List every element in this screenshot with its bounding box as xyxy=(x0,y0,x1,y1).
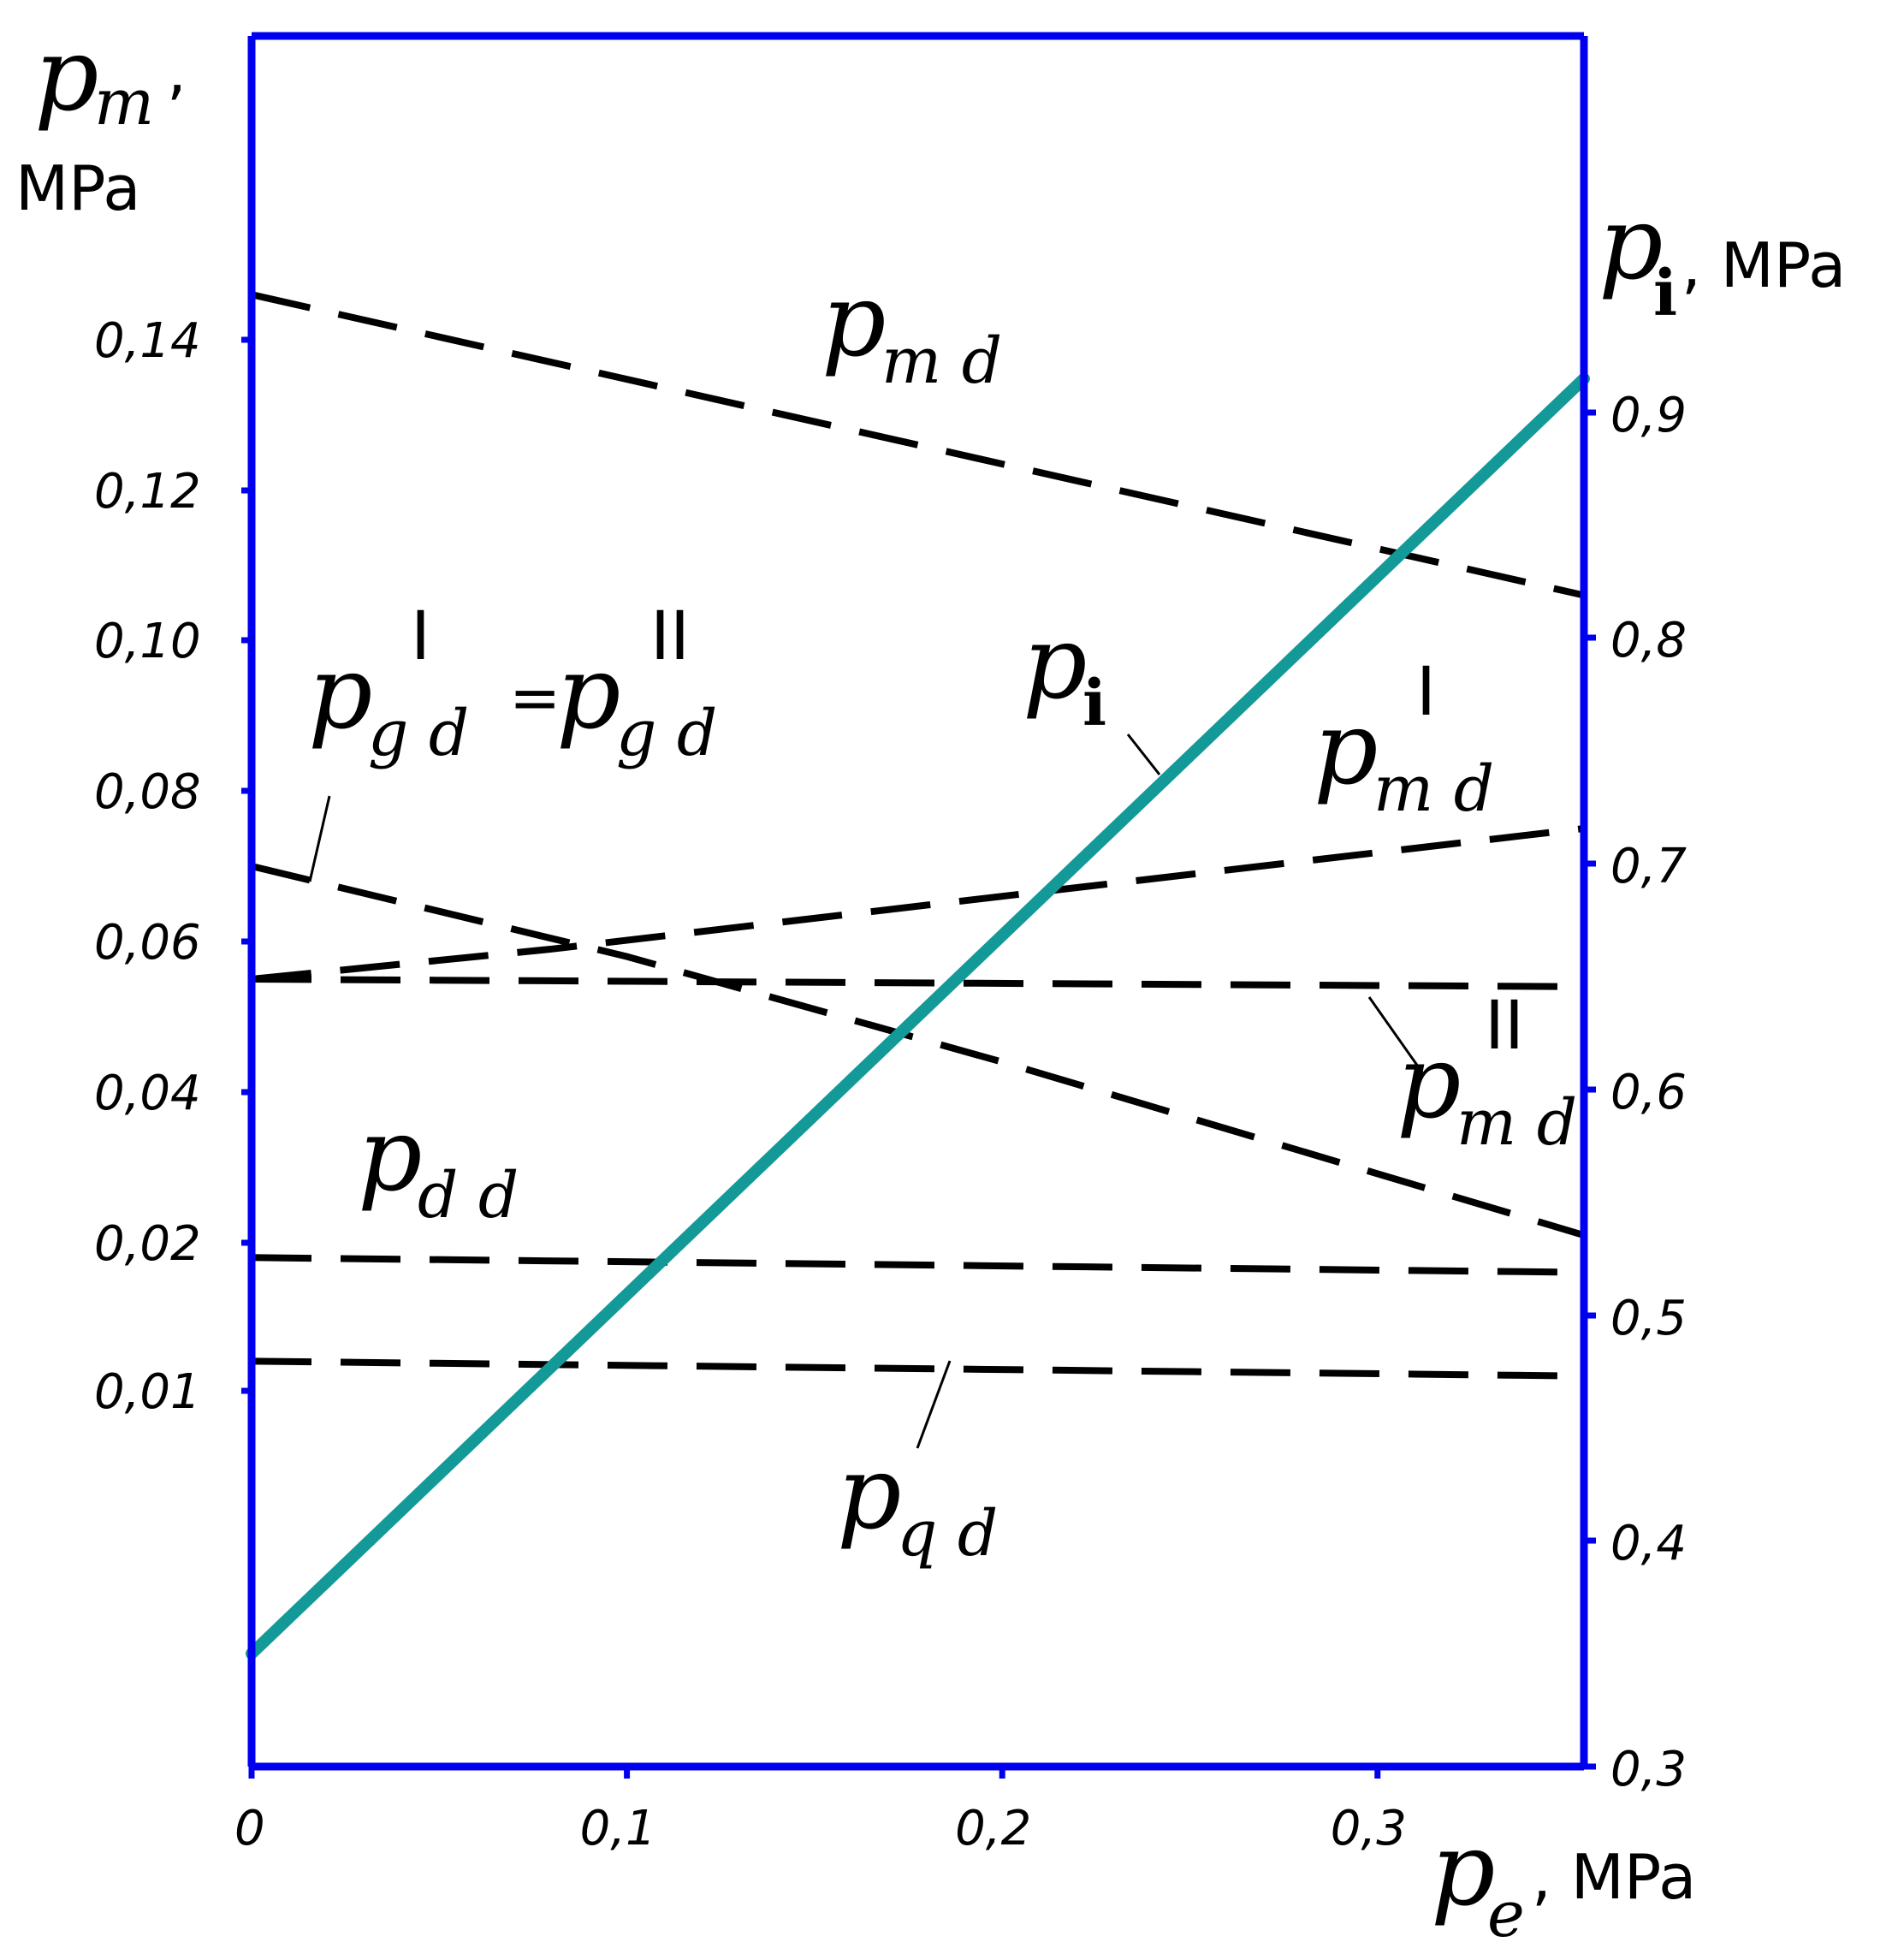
y-left-axis-label-unit: MPa xyxy=(15,152,140,224)
annotation-p-dd-symbol: p xyxy=(358,1096,423,1214)
series-layer xyxy=(246,291,1590,1660)
y-right-tick-label: 0,4 xyxy=(1610,1516,1687,1571)
y-right-tick-label: 0,5 xyxy=(1610,1291,1687,1346)
y-right-tick-label: 0,6 xyxy=(1610,1065,1687,1120)
y-left-axis-label-comma: , xyxy=(167,35,187,107)
y-left-tick-label: 0,08 xyxy=(94,764,201,820)
annotation-p-md-symbol: p xyxy=(821,261,887,379)
annotation-p-gd-sup-2: II xyxy=(650,598,690,675)
y-left-tick-label: 0,04 xyxy=(94,1066,201,1121)
y-right-axis-label-unit: , MPa xyxy=(1682,229,1846,301)
annotation-p-gd-symbol: p xyxy=(308,633,373,751)
y-left-tick-label: 0,12 xyxy=(94,464,201,520)
annotation-p-gd-symbol-2: p xyxy=(556,633,621,751)
series-p-qd xyxy=(251,1357,1585,1380)
x-tick-label: 0,3 xyxy=(1331,1801,1407,1856)
annotation-p-qd-sub: q d xyxy=(897,1497,998,1571)
annotation-p-gd-sub-2: g d xyxy=(616,697,717,770)
annotation-p-gd-eq: = xyxy=(509,662,561,734)
y-left-tick-label: 0,14 xyxy=(94,313,201,369)
y-left-axis-label-symbol: p xyxy=(34,15,99,134)
series-p-md xyxy=(251,291,1585,599)
y-right-tick-label: 0,8 xyxy=(1610,613,1687,668)
y-left-axis-label-sub: m xyxy=(94,66,154,140)
annotation-p-md-prime-sub: m d xyxy=(1373,752,1494,826)
y-left-tick-label: 0,01 xyxy=(94,1364,201,1420)
x-axis-label-sub: e xyxy=(1487,1878,1525,1951)
annotation-p-qd-symbol: p xyxy=(837,1434,902,1552)
annotation-p-md-double-sup: II xyxy=(1485,988,1524,1065)
leader-p-qd xyxy=(916,1360,952,1449)
series-p-gd xyxy=(251,863,1586,1239)
annotation-p-i-symbol: p xyxy=(1023,603,1088,722)
x-tick-label: 0 xyxy=(234,1801,265,1856)
y-right-tick-label: 0,9 xyxy=(1610,388,1687,443)
annotation-p-md-sub: m d xyxy=(881,324,1002,398)
series-p-dd xyxy=(251,1254,1585,1276)
y-right-tick-label: 0,7 xyxy=(1610,839,1687,894)
x-axis-label-symbol: p xyxy=(1431,1810,1496,1928)
annotation-p-gd-sup: I xyxy=(411,598,430,675)
x-tick-label: 0,1 xyxy=(580,1801,656,1856)
annotation-p-dd-sub: d d xyxy=(418,1159,519,1232)
series-p-i xyxy=(246,372,1590,1660)
x-tick-label: 0,2 xyxy=(955,1801,1031,1856)
y-right-axis-label-symbol: p xyxy=(1598,184,1664,302)
leader-p-md-double xyxy=(1367,996,1424,1073)
y-right-axis-label-sub: i xyxy=(1653,257,1677,330)
y-left-tick-label: 0,10 xyxy=(94,614,201,669)
x-axis-label-unit: , MPa xyxy=(1532,1841,1696,1913)
axes-layer xyxy=(247,32,1588,1771)
leader-p-i xyxy=(1126,734,1161,775)
annotation-p-md-prime-symbol: p xyxy=(1314,689,1379,807)
leader-p-gd xyxy=(308,795,331,882)
annotation-p-gd-sub: g d xyxy=(368,697,469,770)
y-right-tick-label: 0,3 xyxy=(1610,1742,1687,1797)
y-left-tick-label: 0,02 xyxy=(94,1216,201,1272)
annotation-p-md-double-symbol: p xyxy=(1397,1023,1462,1141)
y-left-tick-label: 0,06 xyxy=(94,915,201,971)
series-p-md-double xyxy=(251,976,1585,990)
annotation-p-md-prime-sup: I xyxy=(1416,654,1436,731)
ticks-layer: 0,010,020,040,060,080,100,120,140,30,40,… xyxy=(94,313,1687,1856)
annotation-p-i-sub: i xyxy=(1082,667,1106,740)
series-p-md-prime xyxy=(251,825,1585,983)
annotation-p-md-double-sub: m d xyxy=(1456,1086,1577,1160)
